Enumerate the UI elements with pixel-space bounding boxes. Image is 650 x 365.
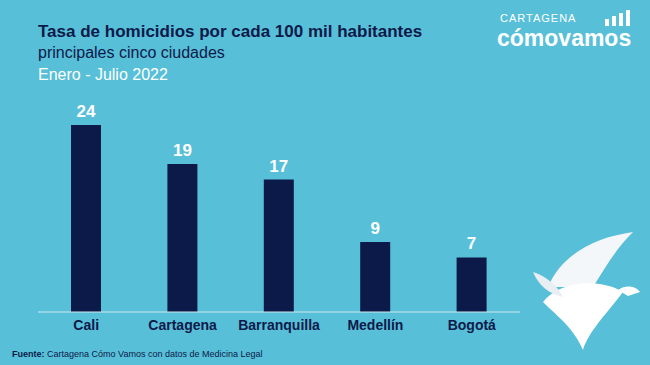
html-text:CARTAGENA: CARTAGENA xyxy=(500,12,577,24)
svg-text:24: 24 xyxy=(77,102,96,121)
svg-text:7: 7 xyxy=(467,234,476,253)
svg-text:Medellín: Medellín xyxy=(347,317,403,333)
svg-text:Cartagena: Cartagena xyxy=(148,317,217,333)
svg-text:Bogotá: Bogotá xyxy=(448,317,496,333)
svg-text:Cali: Cali xyxy=(73,317,99,333)
svg-text:9: 9 xyxy=(370,219,379,238)
html-text:principales cinco ciudades: principales cinco ciudades xyxy=(38,44,225,61)
svg-text:Barranquilla: Barranquilla xyxy=(238,317,320,333)
html-text:Tasa de homicidios por cada 10: Tasa de homicidios por cada 100 mil habi… xyxy=(38,22,423,41)
html-text:Enero - Julio 2022: Enero - Julio 2022 xyxy=(38,66,168,83)
html-text:Fuente: Cartagena Cómo Vamos c: Fuente: Cartagena Cómo Vamos con datos d… xyxy=(12,349,263,359)
html-text:cómovamos: cómovamos xyxy=(497,25,632,51)
svg-text:19: 19 xyxy=(173,141,192,160)
svg-text:17: 17 xyxy=(269,157,288,176)
